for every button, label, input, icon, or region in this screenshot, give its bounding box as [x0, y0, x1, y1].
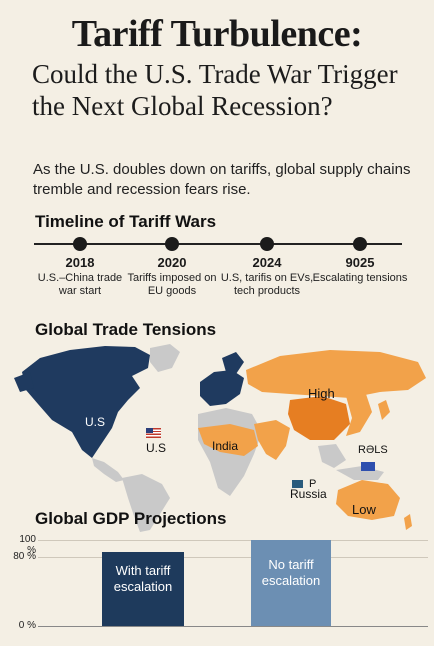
page-title: Tariff Turbulence:	[71, 13, 363, 55]
map-label-high: High	[308, 386, 335, 401]
gdp-bar: No tariff escalation	[251, 540, 331, 626]
map-region-indonesia	[336, 466, 384, 480]
timeline-dot-2018	[73, 237, 87, 251]
map-label-low: Low	[352, 502, 376, 517]
timeline-year: 2018	[65, 255, 95, 270]
timeline-text: Escalating tensions	[312, 272, 408, 284]
world-map	[14, 344, 426, 532]
y-tick-label: 100 %	[19, 534, 36, 556]
timeline-dot-2024	[260, 237, 274, 251]
bar-label: With tariff escalation	[113, 563, 173, 594]
grid-line	[38, 540, 428, 541]
y-tick-label: 80 %	[13, 551, 36, 563]
map-label-india: India	[212, 439, 239, 453]
timeline-year: 2020	[157, 255, 187, 270]
timeline-heading: Timeline of Tariff Wars	[35, 212, 217, 231]
grid-line	[38, 626, 428, 627]
timeline-line	[34, 243, 402, 245]
timeline-text: U.S.–China trade war start	[37, 272, 123, 297]
intro-text: As the U.S. doubles down on tariffs, glo…	[33, 161, 411, 198]
page-subtitle: Could the U.S. Trade War Trigger the Nex…	[32, 59, 398, 121]
timeline-dot-2020	[165, 237, 179, 251]
timeline-event: 2024 U.S, tarifis on EVs, tech products	[217, 255, 317, 298]
grid-line	[38, 557, 428, 559]
timeline-event: 9025 Escalating tensions	[310, 255, 410, 285]
map-label-us-flag: U.S	[146, 441, 167, 455]
eu-flag-icon	[361, 462, 375, 471]
map-region-southeast-asia	[318, 444, 346, 468]
timeline-year: 9025	[345, 255, 375, 270]
timeline-text: U.S, tarifis on EVs, tech products	[220, 272, 314, 297]
map-region-alaska	[14, 372, 34, 392]
map-label-p: P	[309, 478, 317, 490]
map-label-rsls: RƏLS	[358, 444, 388, 456]
trade-tensions-heading: Global Trade Tensions	[35, 320, 217, 339]
map-region-scandinavia	[222, 352, 244, 374]
timeline-year: 2024	[252, 255, 282, 270]
bar-label: No tariff escalation	[261, 557, 321, 588]
map-region-australia	[336, 480, 400, 520]
map-region-new-zealand	[404, 514, 412, 530]
timeline-event: 2018 U.S.–China trade war start	[30, 255, 130, 298]
us-flag-icon	[146, 428, 161, 438]
map-region-india	[254, 420, 290, 460]
gdp-bar: With tariff escalation	[102, 552, 184, 626]
flag-icon	[292, 480, 303, 488]
map-region-south-america	[122, 474, 170, 532]
map-region-africa-tariffs	[198, 424, 258, 456]
y-tick-label: 0 %	[18, 620, 36, 631]
map-region-greenland	[150, 344, 180, 372]
map-label-us: U.S	[85, 415, 106, 429]
map-region-east-asia	[346, 394, 372, 436]
map-region-central-america	[92, 458, 124, 482]
map-region-russia	[246, 350, 426, 398]
map-label-russia: Russia	[290, 487, 327, 501]
timeline-text: Tariffs imposed on EU goods	[127, 272, 217, 297]
map-region-europe	[200, 370, 244, 406]
map-region-north-america	[22, 346, 150, 458]
timeline-event: 2020 Tariffs imposed on EU goods	[122, 255, 222, 298]
map-region-china	[288, 396, 350, 440]
map-region-japan	[378, 400, 390, 420]
timeline-dot-9025	[353, 237, 367, 251]
gdp-heading: Global GDP Projections	[35, 509, 227, 528]
